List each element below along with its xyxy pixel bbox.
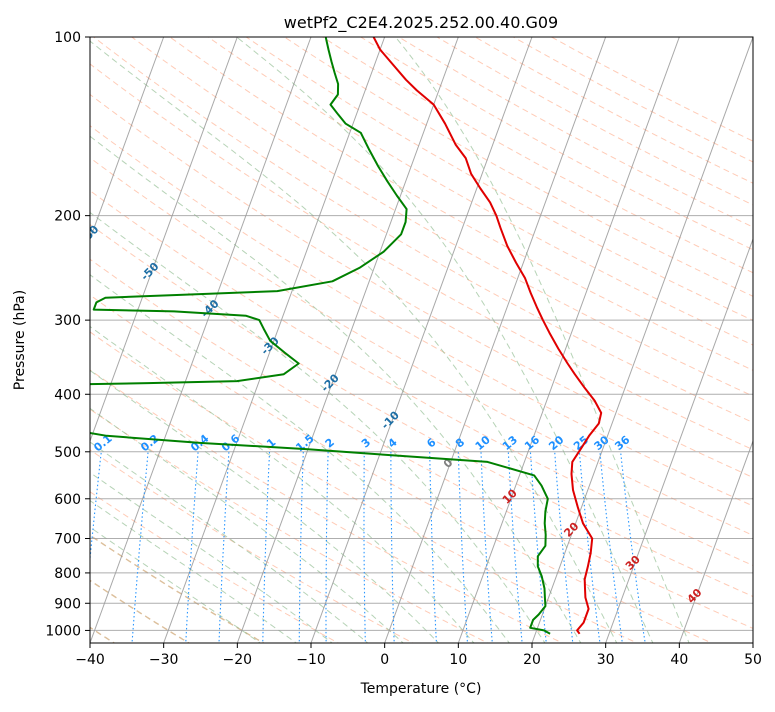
dry-adiabat-line <box>90 223 753 598</box>
x-tick-label: 20 <box>523 652 541 668</box>
isotherm-line <box>384 37 607 643</box>
dry-adiabat-line <box>207 37 753 346</box>
y-tick-label: 900 <box>54 596 81 612</box>
y-tick-label: 500 <box>54 445 81 461</box>
x-tick-label: 0 <box>380 652 389 668</box>
temperature-profile-line <box>372 37 603 635</box>
dry-adiabat-line <box>90 331 639 643</box>
y-tick-label: 300 <box>54 313 81 329</box>
x-tick-label: 50 <box>744 652 762 668</box>
y-tick-label: 400 <box>54 387 81 403</box>
moist-adiabat-line <box>90 441 369 643</box>
y-tick-label: 100 <box>54 30 81 46</box>
dry-adiabat-line <box>90 449 414 643</box>
axis-ticks: −40 −30 −20 −10 0 10 20 30 40 50 100 200 300 400 500 60… <box>45 30 762 668</box>
y-axis-label: Pressure (hPa) <box>12 290 28 390</box>
dry-adiabat-line <box>90 93 753 479</box>
dry-adiabat-line <box>90 190 753 567</box>
background-lines <box>90 37 753 643</box>
dewpoint-profile-line <box>90 37 551 635</box>
isotherm-line <box>678 439 753 643</box>
profile-lines <box>90 37 603 635</box>
isotherm-line <box>163 37 386 643</box>
moist-adiabat-line <box>90 135 582 643</box>
moist-adiabat-line <box>90 325 475 643</box>
y-tick-label: 600 <box>54 492 81 508</box>
isotherm-label: -60 <box>78 222 101 245</box>
isotherm-line <box>310 37 533 643</box>
dry-adiabat-line <box>90 157 753 536</box>
moist-adiabat-line <box>90 40 618 643</box>
chart-title: wetPf2_C2E4.2025.252.00.40.G09 <box>284 13 558 33</box>
isotherm-line <box>90 37 312 643</box>
dry-adiabat-line <box>283 37 753 297</box>
dry-adiabat-line <box>90 63 753 451</box>
y-tick-label: 700 <box>54 532 81 548</box>
dry-adiabat-line <box>169 37 753 371</box>
plot-frame <box>89 36 754 644</box>
x-tick-label: 40 <box>670 652 688 668</box>
moist-adiabat-line <box>236 37 654 643</box>
x-tick-label: −10 <box>296 652 326 668</box>
x-tick-label: 10 <box>449 652 467 668</box>
x-tick-label: −30 <box>149 652 179 668</box>
isotherm-line <box>236 37 459 643</box>
x-tick-label: −20 <box>223 652 253 668</box>
x-axis-label: Temperature (°C) <box>360 681 482 697</box>
isotherm-line <box>90 37 165 241</box>
isotherm-line <box>90 37 238 443</box>
x-tick-label: 30 <box>597 652 615 668</box>
y-tick-label: 800 <box>54 566 81 582</box>
y-tick-label: 200 <box>54 209 81 225</box>
x-tick-label: −40 <box>75 652 105 668</box>
isotherm-line <box>531 37 753 643</box>
isotherm-line <box>605 237 753 643</box>
y-tick-label: 1000 <box>45 623 81 639</box>
isotherm-line <box>457 37 680 643</box>
